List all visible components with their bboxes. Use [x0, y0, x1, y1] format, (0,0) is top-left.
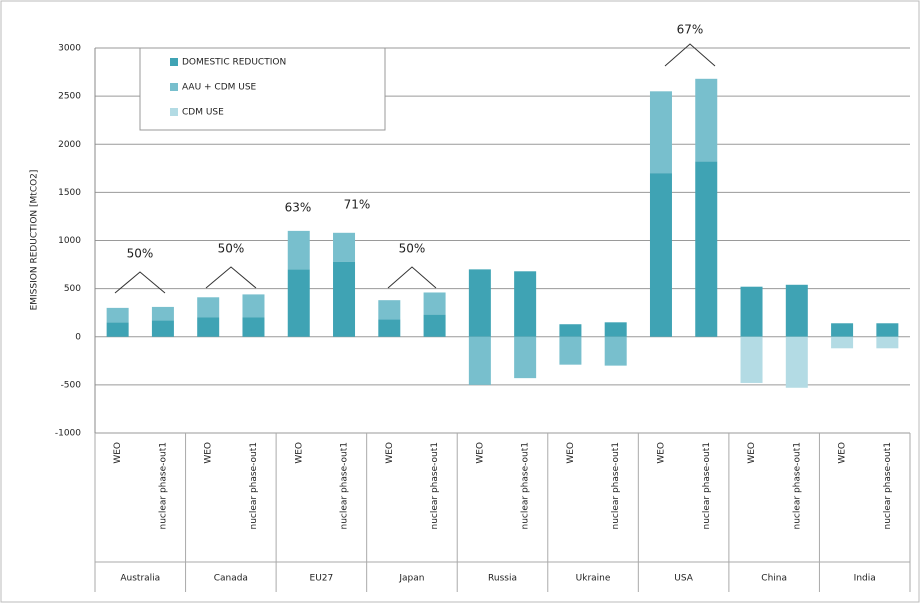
group-label: EU27	[310, 574, 334, 584]
legend-swatch	[170, 58, 178, 66]
bar-segment	[378, 319, 401, 337]
annotation-line	[205, 266, 257, 289]
x-tick-label: WEO	[294, 442, 304, 464]
annotation-line	[114, 271, 166, 294]
bar-segment	[695, 161, 718, 337]
y-axis-label: EMISSION REDUCTION [MtCO2]	[30, 170, 40, 311]
legend-swatch	[170, 108, 178, 116]
x-tick-label: WEO	[475, 442, 485, 464]
bar-segment	[378, 300, 401, 320]
annotation: 50%	[218, 242, 245, 256]
x-tick-label: nuclear phase-out1	[158, 442, 168, 530]
bar-segment	[649, 173, 672, 337]
legend-label: AAU + CDM USE	[182, 83, 257, 93]
y-tick-label: 2500	[58, 92, 81, 102]
bar-segment	[151, 320, 174, 337]
x-tick-label: WEO	[204, 442, 214, 464]
annotation: 63%	[285, 201, 312, 215]
group-label: Russia	[488, 574, 517, 584]
bar-segment	[423, 292, 446, 315]
x-tick-label: nuclear phase-out1	[430, 442, 440, 530]
bar-segment	[559, 324, 582, 337]
x-tick-label: WEO	[113, 442, 123, 464]
bar-segment	[831, 336, 854, 349]
bar-segment	[333, 261, 356, 337]
x-tick-label: nuclear phase-out1	[883, 442, 893, 530]
x-tick-label: nuclear phase-out1	[611, 442, 621, 530]
x-tick-label: nuclear phase-out1	[521, 442, 531, 530]
bar-segment	[197, 317, 220, 337]
x-tick-label: WEO	[385, 442, 395, 464]
bar-segment	[695, 78, 718, 162]
y-tick-label: 3000	[58, 44, 81, 54]
annotation: 50%	[399, 242, 426, 256]
x-tick-label: nuclear phase-out1	[702, 442, 712, 530]
annotation-line	[664, 43, 716, 67]
bar-segment	[242, 317, 265, 337]
x-tick-label: WEO	[566, 442, 576, 464]
legend-box	[139, 47, 386, 131]
y-tick-label: -500	[61, 380, 82, 390]
bar-segment	[785, 336, 808, 388]
bar-segment	[514, 271, 537, 337]
bar-segment	[468, 269, 491, 337]
legend-label: DOMESTIC REDUCTION	[182, 58, 286, 68]
bar-segment	[333, 232, 356, 262]
bar-segment	[876, 323, 899, 337]
bar-segment	[151, 306, 174, 321]
bar-segment	[649, 91, 672, 174]
x-tick-label: WEO	[747, 442, 757, 464]
y-tick-label: -1000	[55, 429, 81, 439]
bar-segment	[785, 284, 808, 337]
bar-segment	[287, 230, 310, 270]
bar-segment	[197, 297, 220, 318]
group-label: China	[761, 574, 787, 584]
y-tick-label: 2000	[58, 140, 81, 150]
x-tick-label: nuclear phase-out1	[249, 442, 259, 530]
annotation: 50%	[127, 247, 154, 261]
legend-label: CDM USE	[182, 108, 224, 118]
annotation: 67%	[677, 23, 704, 37]
bar-segment	[876, 336, 899, 349]
bar-segment	[423, 314, 446, 337]
bar-segment	[287, 269, 310, 337]
group-label: USA	[674, 574, 693, 584]
annotation: 71%	[344, 198, 371, 212]
x-tick-label: WEO	[838, 442, 848, 464]
y-tick-label: 1000	[58, 236, 81, 246]
bar-segment	[106, 322, 129, 337]
bar-segment	[604, 336, 627, 366]
y-tick-label: 500	[64, 284, 81, 294]
bar-segment	[242, 294, 265, 318]
group-label: Ukraine	[576, 574, 611, 584]
bar-segment	[740, 286, 763, 337]
annotation-line	[387, 266, 437, 289]
y-tick-label: 1500	[58, 188, 81, 198]
x-tick-label: WEO	[656, 442, 666, 464]
bar-segment	[106, 307, 129, 323]
group-label: Australia	[120, 574, 160, 584]
bar-segment	[559, 336, 582, 365]
bar-segment	[514, 336, 537, 379]
bar-segment	[468, 336, 491, 385]
group-label: Canada	[214, 574, 248, 584]
legend-swatch	[170, 83, 178, 91]
x-tick-label: nuclear phase-out1	[340, 442, 350, 530]
bar-segment	[831, 323, 854, 337]
x-tick-label: nuclear phase-out1	[792, 442, 802, 530]
group-label: Japan	[398, 574, 424, 584]
bar-segment	[604, 322, 627, 337]
group-label: India	[854, 574, 876, 584]
bar-segment	[740, 336, 763, 383]
y-tick-label: 0	[75, 332, 81, 342]
